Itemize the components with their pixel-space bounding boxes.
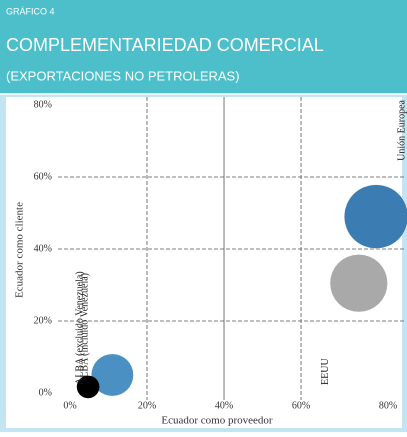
bubble-label: ALBA (incluido Venezuela)	[79, 273, 90, 385]
y-tick-label: 60%	[34, 171, 52, 182]
bubble-label: ALBA (excluido Venezuela)	[74, 271, 85, 385]
bubble	[329, 254, 388, 313]
x-tick-label: 60%	[292, 400, 310, 411]
x-tick-label: 20%	[138, 400, 156, 411]
bubble	[343, 184, 407, 249]
x-tick-label: 0%	[63, 400, 76, 411]
chart-kicker: GRÁFICO 4	[6, 6, 55, 16]
bubble	[90, 353, 134, 397]
bubble	[76, 375, 100, 399]
y-axis-label: Ecuador como cliente	[14, 202, 26, 298]
x-tick-label: 80%	[379, 400, 397, 411]
x-tick-label: 40%	[215, 400, 233, 411]
y-tick-label: 0%	[39, 387, 52, 398]
header-band	[0, 0, 407, 94]
y-tick-label: 40%	[34, 243, 52, 254]
y-tick-label: 80%	[34, 99, 52, 110]
x-axis-label: Ecuador como proveedor	[161, 415, 273, 427]
chart-subtitle: (EXPORTACIONES NO PETROLERAS)	[6, 68, 240, 83]
y-tick-label: 20%	[34, 315, 52, 326]
chart-title: COMPLEMENTARIEDAD COMERCIAL	[6, 35, 324, 55]
bubble-label: Unión Europea	[396, 99, 407, 160]
bubble-label: EEUU	[320, 358, 331, 385]
plot-panel	[6, 97, 402, 428]
